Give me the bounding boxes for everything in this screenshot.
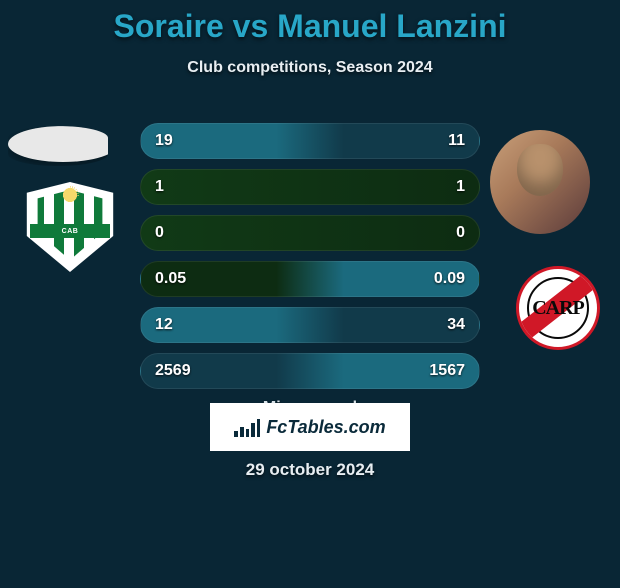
stat-left-value: 19 <box>155 132 173 150</box>
comparison-title: Soraire vs Manuel Lanzini <box>0 8 620 45</box>
stat-row: 0.05 0.09 Goals per match <box>140 261 480 297</box>
stat-row: 12 34 Shots per goal <box>140 307 480 343</box>
stat-left-value: 0 <box>155 224 164 242</box>
stat-row-shots-per-goal: 12 34 <box>140 307 480 343</box>
face-placeholder-icon <box>490 130 590 234</box>
stat-row: 0 0 Hattricks <box>140 215 480 251</box>
river-badge-label: CARP <box>519 269 597 347</box>
stat-row-goals-per-match: 0.05 0.09 <box>140 261 480 297</box>
stat-right-value: 1 <box>456 178 465 196</box>
player2-club-logo: CARP <box>516 266 600 350</box>
player2-photo <box>490 130 590 234</box>
stat-row: 19 11 Matches <box>140 123 480 159</box>
title-player1: Soraire <box>114 8 224 44</box>
footer-date: 29 october 2024 <box>0 460 620 480</box>
branding-box: FcTables.com <box>210 403 410 451</box>
stat-row-matches: 19 11 <box>140 123 480 159</box>
stat-right-value: 0.09 <box>434 270 465 288</box>
stat-left-value: 1 <box>155 178 164 196</box>
stat-right-value: 34 <box>447 316 465 334</box>
chart-icon <box>234 417 260 437</box>
banfield-badge-icon: CAB <box>20 180 120 274</box>
stats-panel: 19 11 Matches 1 1 Goals 0 0 Hattricks 0.… <box>140 123 480 399</box>
player1-club-logo: CAB <box>20 180 120 274</box>
stat-left-value: 2569 <box>155 362 191 380</box>
stat-left-value: 0.05 <box>155 270 186 288</box>
title-vs: vs <box>233 8 269 44</box>
stat-right-value: 1567 <box>429 362 465 380</box>
title-player2: Manuel Lanzini <box>277 8 506 44</box>
stat-row: 1 1 Goals <box>140 169 480 205</box>
stat-left-value: 12 <box>155 316 173 334</box>
stat-row-goals: 1 1 <box>140 169 480 205</box>
banfield-band-label: CAB <box>30 224 110 238</box>
branding-text: FcTables.com <box>266 417 385 438</box>
stat-right-value: 11 <box>448 132 465 150</box>
stat-row-hattricks: 0 0 <box>140 215 480 251</box>
river-badge-icon: CARP <box>516 266 600 350</box>
player1-photo <box>8 126 108 166</box>
stat-row-min-per-goal: 2569 1567 <box>140 353 480 389</box>
stat-right-value: 0 <box>456 224 465 242</box>
stat-row: 2569 1567 Min per goal <box>140 353 480 389</box>
silhouette-icon <box>8 126 108 162</box>
subtitle: Club competitions, Season 2024 <box>0 59 620 77</box>
